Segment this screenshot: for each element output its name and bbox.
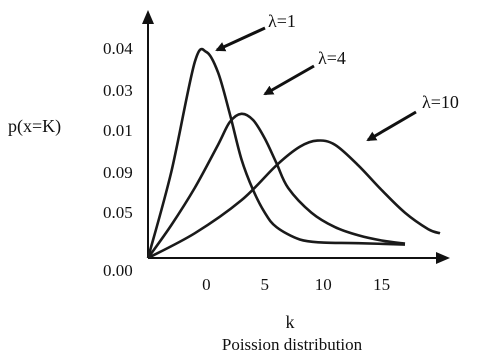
arrow-lambda-1 [215,26,266,52]
y-tick-label: 0.09 [103,163,133,182]
arrow-lambda-4 [263,64,315,96]
y-tick-label: 0.04 [103,39,133,58]
x-tick-labels: 0 5 10 15 [202,275,390,294]
curve-label-lambda-10: λ=10 [422,92,459,112]
curves [146,47,441,260]
y-axis-label: p(x=K) [8,116,61,137]
series-line-1 [146,47,406,259]
x-tick-label: 0 [202,275,211,294]
series-line-2 [146,112,406,259]
x-tick-label: 10 [315,275,332,294]
series-line-3 [147,139,441,260]
x-tick-label: 5 [261,275,270,294]
y-tick-label: 0.03 [103,81,133,100]
chart-caption: Poission distribution [222,335,363,354]
x-axis-label: k [286,312,295,332]
y-tick-label: 0.05 [103,203,133,222]
x-tick-label: 15 [373,275,390,294]
y-axis-arrowhead [142,10,154,24]
arrow-lambda-10 [366,110,417,142]
curve-label-lambda-4: λ=4 [318,48,346,68]
y-tick-label: 0.00 [103,261,133,280]
curve-label-lambda-1: λ=1 [268,11,296,31]
y-tick-label: 0.01 [103,121,133,140]
x-axis-arrowhead [436,252,450,264]
